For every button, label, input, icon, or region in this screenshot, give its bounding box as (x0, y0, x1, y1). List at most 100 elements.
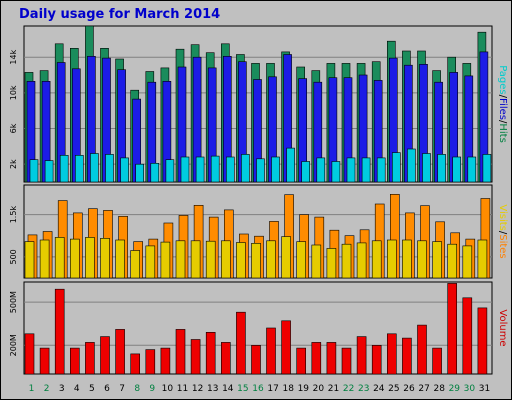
bar-visits-day-4 (70, 238, 80, 279)
bar-pages-day-29 (452, 156, 462, 183)
bar-visits-day-9 (145, 245, 156, 279)
x-tick-label-day-16: 16 (252, 384, 264, 394)
bar-volume-day-25 (386, 333, 397, 375)
bar-pages-day-22 (346, 157, 356, 183)
y-tick-label: 14k (9, 49, 18, 64)
bar-pages-day-24 (376, 157, 386, 183)
bar-pages-day-13 (210, 155, 220, 183)
bar-volume-day-16 (251, 344, 261, 375)
bar-visits-day-15 (236, 242, 246, 279)
x-tick-label-day-6: 6 (104, 384, 110, 394)
bar-pages-day-21 (331, 161, 341, 183)
y-axis-label-part: Hits (497, 123, 508, 142)
bar-volume-day-21 (326, 342, 337, 375)
bar-volume-day-23 (356, 336, 367, 375)
bar-pages-day-9 (150, 163, 160, 183)
x-tick-label-day-23: 23 (358, 384, 369, 394)
x-tick-label-day-5: 5 (89, 384, 95, 394)
bar-volume-day-17 (266, 327, 276, 375)
bar-volume-day-18 (281, 320, 291, 375)
bar-visits-day-3 (54, 237, 65, 279)
bar-visits-day-11 (175, 240, 186, 279)
y-axis-label-volume: Volume (497, 309, 508, 346)
bar-pages-day-26 (407, 148, 416, 183)
bar-volume-day-24 (371, 344, 382, 375)
bar-visits-day-1 (24, 241, 35, 279)
chart-title: Daily usage for March 2014 (19, 7, 221, 22)
x-tick-label-day-22: 22 (343, 384, 354, 394)
x-tick-label-day-18: 18 (282, 384, 294, 394)
bar-volume-day-2 (39, 347, 50, 375)
x-tick-label-day-8: 8 (134, 384, 140, 394)
bar-volume-day-10 (160, 347, 171, 375)
bar-visits-day-18 (281, 236, 291, 279)
y-axis-label-part: / (497, 95, 508, 99)
bar-pages-day-4 (75, 155, 84, 183)
panel-visits: 500 1.5k Visits/Sites (9, 184, 508, 279)
bar-visits-day-2 (39, 239, 50, 279)
x-tick-label-day-2: 2 (44, 384, 50, 394)
bar-volume-day-29 (447, 283, 458, 375)
y-axis-label-part: Files (497, 98, 508, 120)
y-axis-label-visits: Visits/Sites (497, 204, 508, 258)
bar-visits-day-23 (356, 242, 367, 279)
y-axis-label-part: Volume (497, 309, 508, 346)
bar-visits-day-7 (115, 239, 125, 279)
x-tick-label-day-29: 29 (449, 384, 461, 394)
bar-volume-day-14 (221, 342, 231, 375)
bar-pages-day-3 (59, 155, 69, 183)
x-tick-label-day-28: 28 (433, 384, 445, 394)
bar-volume-day-6 (100, 336, 110, 375)
x-tick-label-day-31: 31 (479, 384, 490, 394)
bar-pages-day-20 (316, 157, 326, 183)
y-axis-label-part: Pages (497, 65, 508, 94)
bar-volume-day-4 (70, 347, 80, 375)
x-tick-label-day-11: 11 (177, 384, 188, 394)
x-tick-label-day-17: 17 (267, 384, 278, 394)
bar-pages-day-8 (135, 163, 144, 183)
bar-pages-day-17 (271, 156, 280, 183)
bar-visits-day-14 (221, 240, 231, 279)
bar-pages-day-30 (467, 156, 477, 183)
x-tick-label-day-25: 25 (388, 384, 399, 394)
bar-visits-day-28 (432, 241, 442, 279)
x-tick-label-day-12: 12 (192, 384, 203, 394)
y-tick-label: 10k (9, 85, 18, 100)
y-tick-label: 200M (9, 334, 18, 356)
bar-visits-day-20 (311, 244, 322, 279)
x-tick-label-day-4: 4 (74, 384, 80, 394)
bar-pages-day-31 (482, 154, 492, 183)
bar-volume-day-15 (236, 311, 246, 375)
x-tick-label-day-20: 20 (313, 384, 325, 394)
bar-volume-day-27 (417, 324, 427, 375)
bar-volume-day-7 (115, 329, 125, 375)
bar-visits-day-16 (251, 243, 261, 279)
bar-pages-day-11 (180, 156, 190, 183)
bar-visits-day-26 (402, 239, 412, 279)
bar-visits-day-13 (205, 240, 216, 279)
y-axis-label-part: / (497, 231, 508, 235)
bar-pages-day-2 (44, 160, 54, 183)
bar-volume-day-19 (296, 347, 307, 375)
x-tick-label-day-9: 9 (149, 384, 155, 394)
bar-visits-day-22 (341, 243, 352, 279)
bar-pages-day-23 (361, 157, 371, 183)
bar-volume-day-28 (432, 347, 442, 375)
x-tick-label-day-30: 30 (464, 384, 476, 394)
bar-visits-day-17 (266, 240, 276, 279)
bar-visits-day-25 (386, 239, 397, 279)
x-tick-label-day-24: 24 (373, 384, 385, 394)
x-tick-label-day-10: 10 (162, 384, 174, 394)
bar-visits-day-29 (447, 243, 458, 279)
bar-pages-day-16 (256, 158, 265, 183)
y-tick-label: 500 (9, 249, 18, 264)
bar-pages-day-15 (241, 154, 250, 183)
bar-volume-day-1 (24, 333, 35, 375)
y-tick-label: 500M (9, 291, 18, 313)
y-tick-label: 1.5k (9, 206, 18, 224)
bar-volume-day-11 (175, 329, 186, 375)
x-tick-label-day-15: 15 (237, 384, 248, 394)
bar-pages-day-27 (422, 153, 431, 183)
